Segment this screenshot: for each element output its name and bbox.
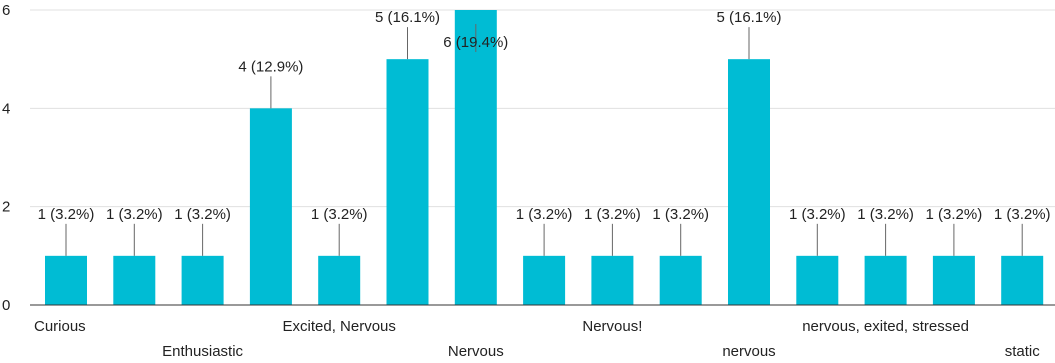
bar xyxy=(181,255,224,305)
x-category-label: Curious xyxy=(34,318,86,335)
bar xyxy=(864,255,907,305)
data-label: 1 (3.2%) xyxy=(652,206,709,223)
bar xyxy=(386,59,429,305)
bars xyxy=(45,10,1044,305)
data-label: 1 (3.2%) xyxy=(106,206,163,223)
data-label: 6 (19.4%) xyxy=(443,34,508,51)
bar xyxy=(454,10,497,305)
data-label-leaders xyxy=(65,24,1023,256)
data-label: 1 (3.2%) xyxy=(994,206,1051,223)
x-category-label: Enthusiastic xyxy=(162,343,243,360)
data-label: 5 (16.1%) xyxy=(375,9,440,26)
y-tick-label: 2 xyxy=(2,199,10,216)
x-category-label: nervous, exited, stressed xyxy=(802,318,969,335)
y-axis-ticks: 0 2 4 6 xyxy=(2,2,10,314)
data-label: 1 (3.2%) xyxy=(516,206,573,223)
bar xyxy=(318,255,361,305)
bar xyxy=(796,255,839,305)
bar xyxy=(659,255,702,305)
data-label: 1 (3.2%) xyxy=(584,206,641,223)
data-label: 5 (16.1%) xyxy=(716,9,781,26)
x-axis-labels: Curious Enthusiastic Excited, Nervous Nervo… xyxy=(34,318,1040,360)
data-label: 1 (3.2%) xyxy=(174,206,231,223)
bar xyxy=(113,255,156,305)
bar xyxy=(591,255,634,305)
data-label: 1 (3.2%) xyxy=(926,206,983,223)
y-tick-label: 4 xyxy=(2,100,10,117)
x-category-label: Nervous! xyxy=(582,318,642,335)
x-category-label: static xyxy=(1005,343,1041,360)
data-labels: 1 (3.2%) 1 (3.2%) 1 (3.2%) 4 (12.9%) 1 (3.2%… xyxy=(38,9,1051,223)
data-label: 1 (3.2%) xyxy=(38,206,95,223)
bar xyxy=(249,108,292,305)
bar xyxy=(523,255,566,305)
data-label: 1 (3.2%) xyxy=(857,206,914,223)
gridlines xyxy=(30,9,1055,208)
data-label: 1 (3.2%) xyxy=(311,206,368,223)
data-label: 1 (3.2%) xyxy=(789,206,846,223)
x-category-label: Nervous xyxy=(448,343,504,360)
bar xyxy=(45,255,87,305)
bar xyxy=(1001,255,1044,305)
y-tick-label: 0 xyxy=(2,297,10,314)
bar xyxy=(932,255,975,305)
bar xyxy=(728,59,770,305)
x-category-label: Excited, Nervous xyxy=(283,318,396,335)
data-label: 4 (12.9%) xyxy=(238,58,303,75)
x-category-label: nervous xyxy=(722,343,775,360)
y-tick-label: 6 xyxy=(2,2,10,19)
